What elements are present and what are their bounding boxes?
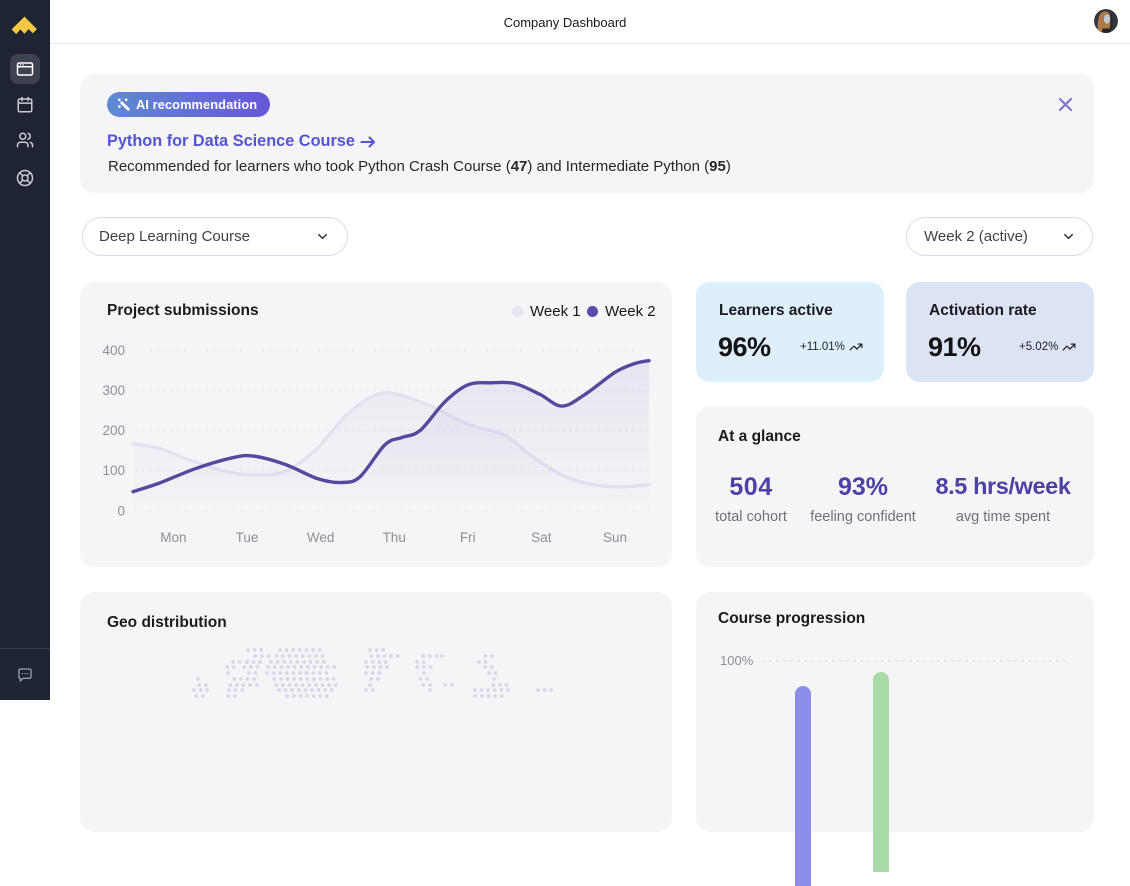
svg-text:Sun: Sun — [603, 530, 627, 545]
svg-text:0: 0 — [117, 504, 125, 519]
svg-text:Tue: Tue — [236, 530, 259, 545]
svg-text:Fri: Fri — [460, 530, 476, 545]
svg-text:400: 400 — [102, 343, 125, 358]
svg-text:Wed: Wed — [307, 530, 335, 545]
svg-text:300: 300 — [102, 383, 125, 398]
svg-text:Sat: Sat — [531, 530, 552, 545]
svg-text:Mon: Mon — [160, 530, 186, 545]
svg-text:200: 200 — [102, 423, 125, 438]
svg-text:Thu: Thu — [383, 530, 406, 545]
svg-text:100: 100 — [102, 463, 125, 478]
